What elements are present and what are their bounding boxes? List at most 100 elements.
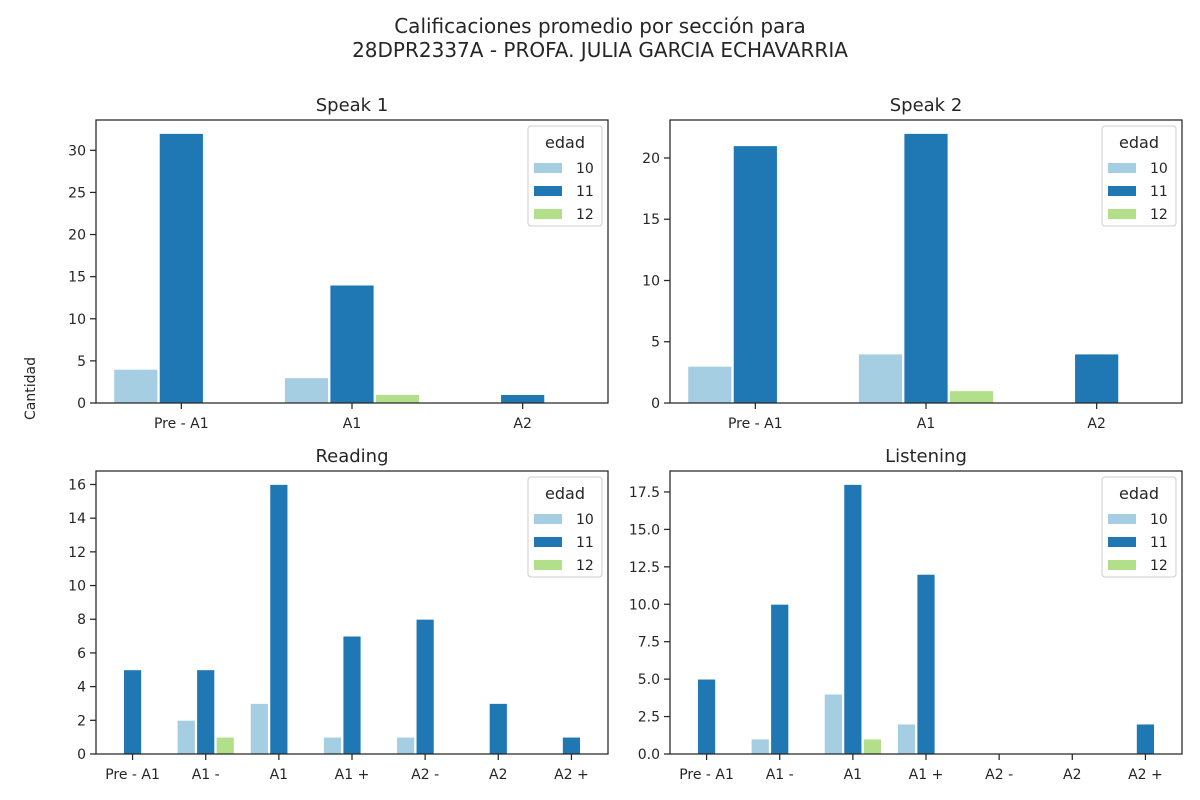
bar-pre-a1-edad-11 xyxy=(732,145,778,404)
x-tick-label-pre-a1: Pre - A1 xyxy=(679,767,734,783)
y-tick-label: 30 xyxy=(68,143,86,159)
chart-title: Speak 1 xyxy=(316,95,389,116)
y-tick-label: 2 xyxy=(77,713,86,729)
chart-panel-speak-1: Speak 1 0 5 10 15 20 25 30 Pre - A1 A1 A2 edad 10 11 1… xyxy=(68,95,609,432)
bar-a1-edad-10 xyxy=(823,693,843,755)
bar-a1-edad-10 xyxy=(897,723,916,755)
bar-a1-edad-11 xyxy=(903,133,949,404)
chart-title: Speak 2 xyxy=(890,95,963,116)
bar-a2-edad-11 xyxy=(488,703,508,755)
legend-swatch-11 xyxy=(1108,186,1136,196)
y-tick-label: 10 xyxy=(68,312,86,328)
y-tick-label: 12 xyxy=(68,545,86,561)
legend-box xyxy=(527,125,603,227)
y-tick-label: 12.5 xyxy=(629,560,660,576)
legend-label-10: 10 xyxy=(576,161,594,177)
legend-title: edad xyxy=(1119,484,1159,503)
bar-a1-edad-12 xyxy=(949,390,994,404)
y-tick-label: 17.5 xyxy=(629,485,660,501)
legend-box xyxy=(1101,125,1177,227)
y-tick-label: 0 xyxy=(77,747,86,763)
legend-title: edad xyxy=(545,133,585,152)
bar-a1-edad-11 xyxy=(770,603,790,755)
bar-a2-edad-11 xyxy=(1074,353,1120,404)
bar-a2-edad-11 xyxy=(562,736,581,755)
y-tick-label: 0 xyxy=(77,396,86,412)
bar-a2-edad-10 xyxy=(396,736,416,755)
bar-a2-edad-11 xyxy=(1136,723,1155,755)
legend-box xyxy=(1101,476,1177,578)
figure-title-line-1: Calificaciones promedio por sección para xyxy=(394,14,806,38)
x-tick-label-a1: A1 + xyxy=(909,767,944,783)
x-tick-label-a2: A2 xyxy=(1087,416,1105,432)
x-tick-label-a1: A1 xyxy=(270,767,288,783)
x-tick-label-pre-a1: Pre - A1 xyxy=(154,416,209,432)
y-tick-label: 15 xyxy=(68,270,86,286)
bar-pre-a1-edad-11 xyxy=(697,678,716,755)
y-tick-label: 5 xyxy=(77,354,86,370)
y-tick-label: 25 xyxy=(68,185,86,201)
bar-pre-a1-edad-11 xyxy=(158,133,204,404)
y-tick-label: 8 xyxy=(77,612,86,628)
chart-title: Reading xyxy=(315,446,388,467)
x-tick-label-a1: A1 xyxy=(917,416,935,432)
bar-a1-edad-11 xyxy=(269,484,289,755)
bar-a1-edad-12 xyxy=(862,738,882,755)
bar-a1-edad-10 xyxy=(858,353,903,404)
legend-box xyxy=(527,476,603,578)
y-tick-label: 0 xyxy=(651,396,660,412)
legend-label-10: 10 xyxy=(1150,161,1168,177)
legend-swatch-10 xyxy=(1108,163,1136,173)
legend-swatch-11 xyxy=(534,186,562,196)
y-tick-label: 10 xyxy=(68,579,86,595)
x-tick-label-a2: A2 xyxy=(489,767,507,783)
bar-a2-edad-11 xyxy=(415,618,435,755)
chart-panel-listening: Listening 0.0 2.5 5.0 7.5 10.0 12.5 15.0 17.5 Pre… xyxy=(629,446,1183,783)
x-tick-label-pre-a1: Pre - A1 xyxy=(728,416,783,432)
legend-swatch-11 xyxy=(534,537,562,547)
x-tick-label-a1: A1 - xyxy=(192,767,220,783)
bar-a1-edad-10 xyxy=(750,738,770,755)
legend-swatch-11 xyxy=(1108,537,1136,547)
legend-swatch-12 xyxy=(1108,560,1136,570)
y-tick-label: 10 xyxy=(642,273,660,289)
bar-a1-edad-12 xyxy=(375,394,420,404)
y-tick-label: 5.0 xyxy=(638,672,660,688)
x-tick-label-a2: A2 + xyxy=(1128,767,1163,783)
bar-a1-edad-11 xyxy=(196,669,216,755)
y-tick-label: 10.0 xyxy=(629,597,660,613)
y-tick-label: 2.5 xyxy=(638,710,660,726)
x-tick-label-a2: A2 - xyxy=(411,767,439,783)
bar-pre-a1-edad-10 xyxy=(113,368,159,404)
y-tick-label: 15.0 xyxy=(629,522,660,538)
legend-label-12: 12 xyxy=(576,558,594,574)
y-tick-label: 14 xyxy=(68,511,86,527)
legend-label-11: 11 xyxy=(1150,184,1168,200)
y-tick-label: 6 xyxy=(77,646,86,662)
bar-a1-edad-10 xyxy=(176,719,196,755)
x-tick-label-a1: A1 - xyxy=(766,767,794,783)
y-tick-label: 20 xyxy=(642,151,660,167)
y-tick-label: 7.5 xyxy=(638,635,660,651)
legend: edad 10 11 12 xyxy=(1101,125,1177,227)
figure-title-line-2: 28DPR2337A - PROFA. JULIA GARCIA ECHAVAR… xyxy=(352,38,848,62)
x-tick-label-a2: A2 xyxy=(1063,767,1081,783)
y-tick-label: 15 xyxy=(642,212,660,228)
legend-swatch-12 xyxy=(1108,209,1136,219)
bar-a1-edad-10 xyxy=(249,703,269,755)
chart-panel-reading: Reading 0 2 4 6 8 10 12 14 16 Pre - A1 A1 - A1 A1 + A2… xyxy=(68,446,609,783)
legend-label-12: 12 xyxy=(576,207,594,223)
legend-swatch-10 xyxy=(534,514,562,524)
bar-a1-edad-12 xyxy=(215,736,235,755)
legend-label-12: 12 xyxy=(1150,207,1168,223)
y-tick-label: 0.0 xyxy=(638,747,660,763)
legend-title: edad xyxy=(545,484,585,503)
bar-a2-edad-11 xyxy=(500,394,546,404)
legend-label-12: 12 xyxy=(1150,558,1168,574)
y-tick-label: 4 xyxy=(77,680,86,696)
legend-label-10: 10 xyxy=(1150,512,1168,528)
chart-panel-speak-2: Speak 2 0 5 10 15 20 Pre - A1 A1 A2 edad 10 11 12 xyxy=(642,95,1183,432)
x-tick-label-a2: A2 - xyxy=(985,767,1013,783)
